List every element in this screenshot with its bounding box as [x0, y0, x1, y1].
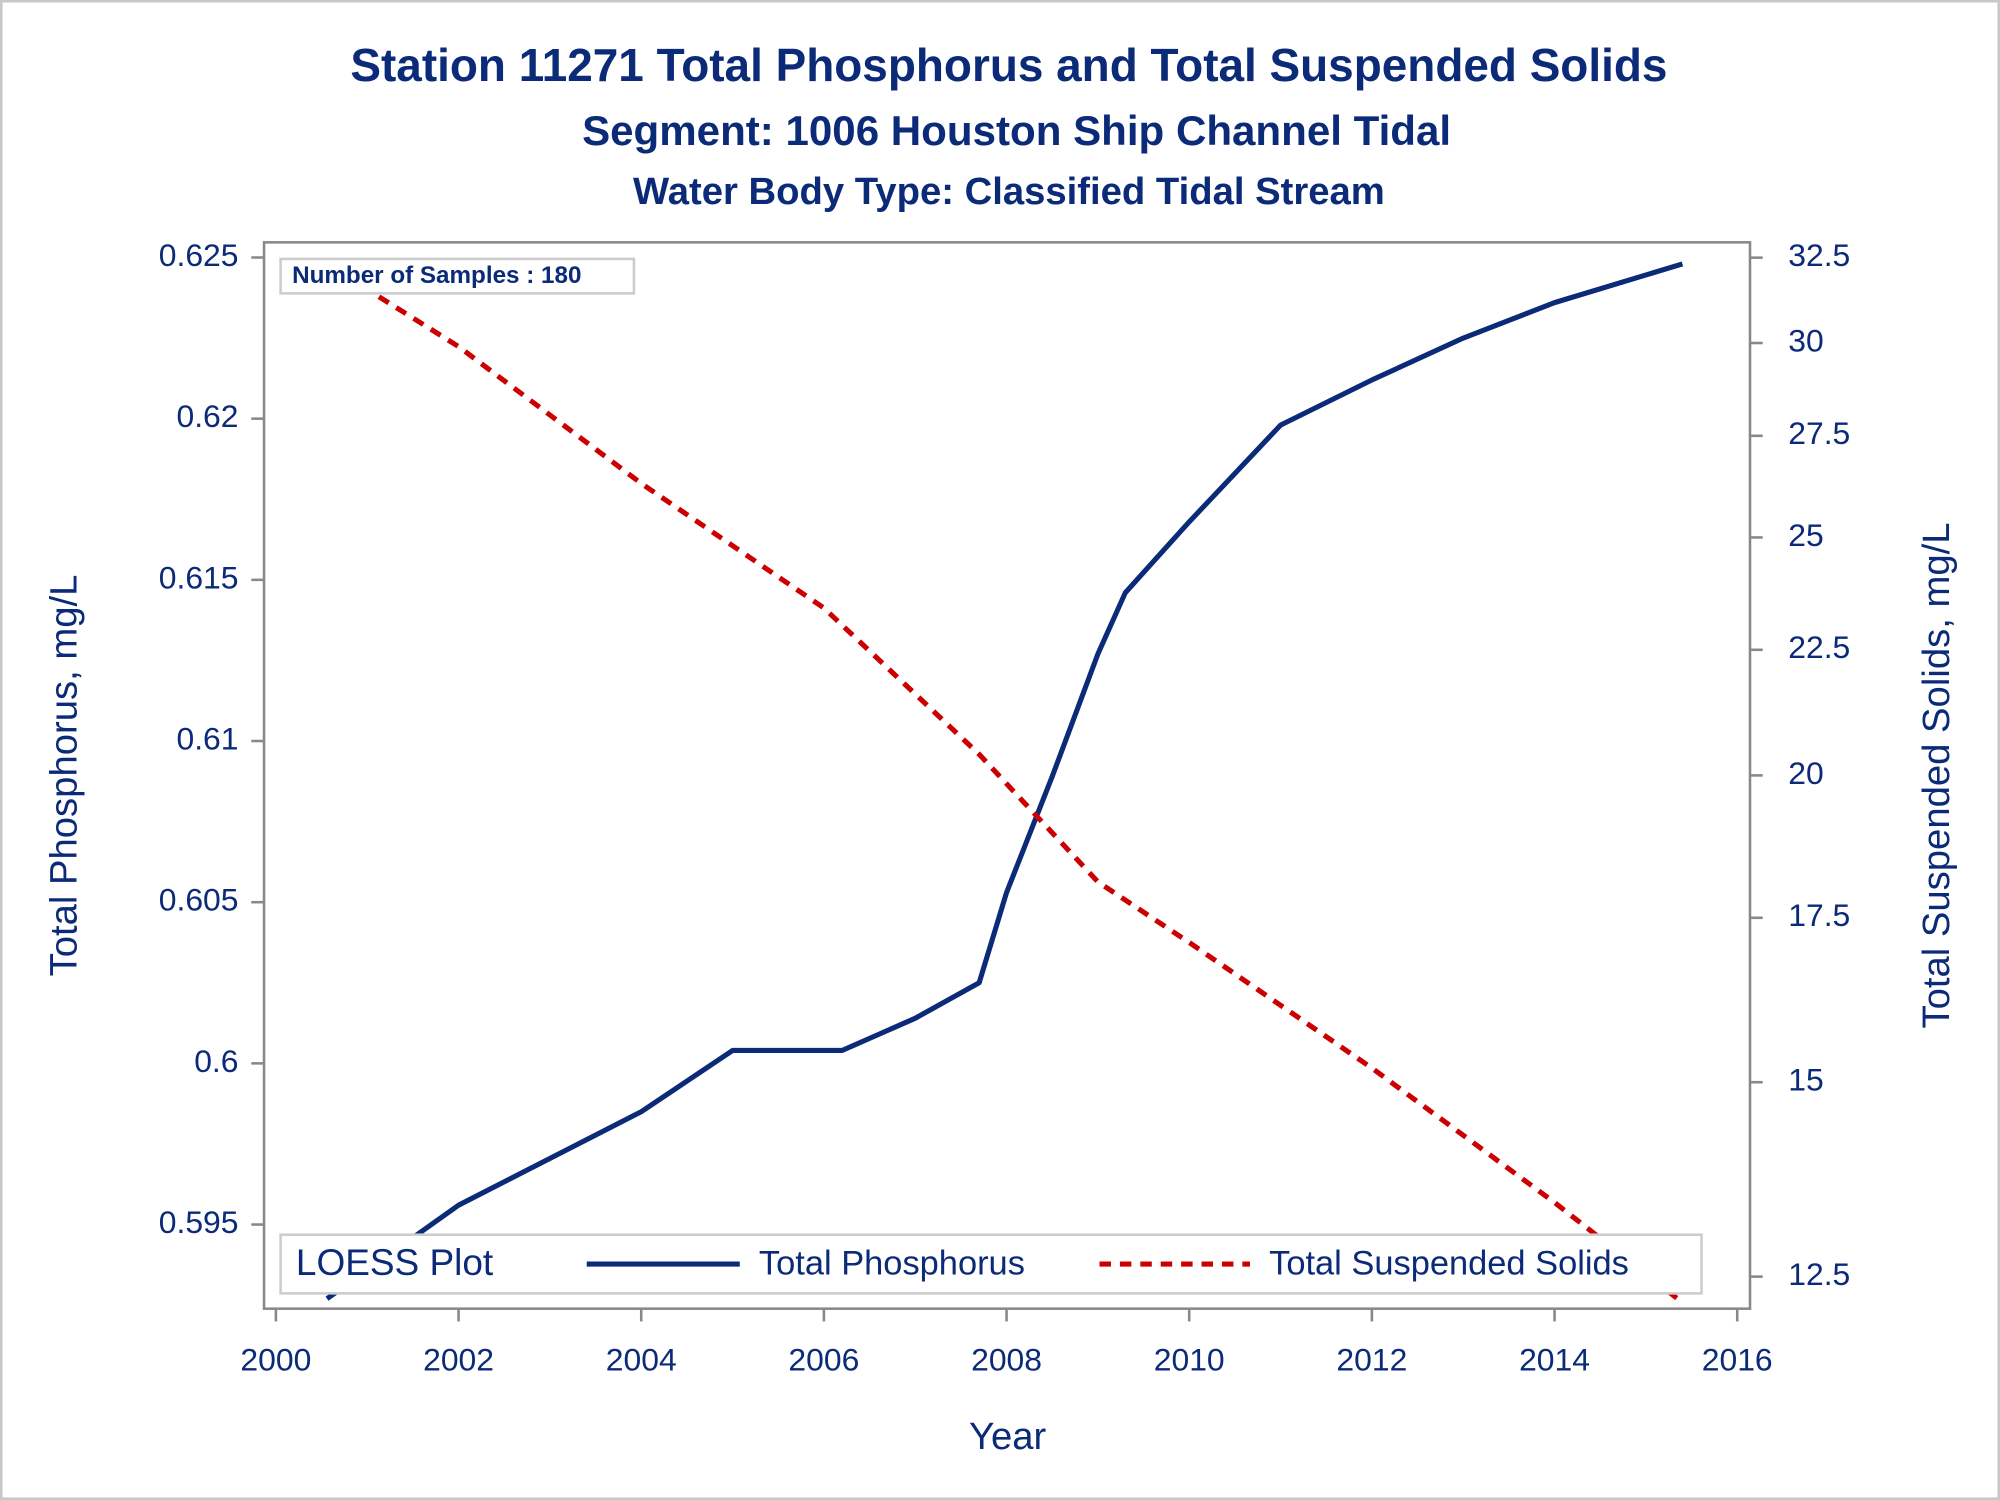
x-tick-label: 2000 [240, 1342, 311, 1378]
series-line [325, 262, 1684, 1305]
y2-tick-label: 17.5 [1788, 897, 1850, 933]
y2-axis-label: Total Suspended Solids, mg/L [1915, 522, 1958, 1028]
series-line [325, 261, 1684, 1301]
legend-label: Total Suspended Solids [1269, 1244, 1629, 1282]
y-tick-label: 0.615 [159, 559, 239, 595]
chart-subtitle: Water Body Type: Classified Tidal Stream [633, 170, 1385, 213]
annotation: Number of Samples : 180 [292, 262, 581, 289]
y2-tick-label: 32.5 [1788, 237, 1850, 273]
x-tick-label: 2010 [1154, 1342, 1225, 1378]
chart-subtitle: Segment: 1006 Houston Ship Channel Tidal [582, 107, 1451, 154]
legend-label: Total Phosphorus [759, 1244, 1025, 1282]
x-tick-label: 2002 [423, 1342, 494, 1378]
y-tick-label: 0.605 [159, 882, 239, 918]
x-tick-label: 2004 [606, 1342, 677, 1378]
y2-tick-label: 27.5 [1788, 415, 1850, 451]
y-tick-label: 0.625 [159, 237, 239, 273]
x-tick-label: 2016 [1702, 1342, 1773, 1378]
chart-title: Station 11271 Total Phosphorus and Total… [350, 39, 1667, 91]
y2-tick-label: 22.5 [1788, 629, 1850, 665]
y-tick-label: 0.595 [159, 1204, 239, 1240]
y2-tick-label: 15 [1788, 1062, 1823, 1098]
x-tick-label: 2006 [788, 1342, 859, 1378]
x-tick-label: 2012 [1336, 1342, 1407, 1378]
y-axis-label: Total Phosphorus, mg/L [42, 575, 85, 977]
x-tick-label: 2014 [1519, 1342, 1590, 1378]
y2-tick-label: 30 [1788, 322, 1823, 358]
x-axis-label: Year [969, 1415, 1047, 1458]
annotation-box [279, 257, 636, 295]
y2-tick-label: 25 [1788, 517, 1823, 553]
y-tick-label: 0.61 [176, 720, 238, 756]
y-tick-label: 0.6 [194, 1043, 238, 1079]
y-tick-label: 0.62 [176, 398, 238, 434]
x-tick-label: 2008 [971, 1342, 1042, 1378]
y2-tick-label: 12.5 [1788, 1256, 1850, 1292]
y2-tick-label: 20 [1788, 755, 1823, 791]
legend-title: LOESS Plot [296, 1242, 493, 1283]
legend-box [279, 1233, 1703, 1295]
